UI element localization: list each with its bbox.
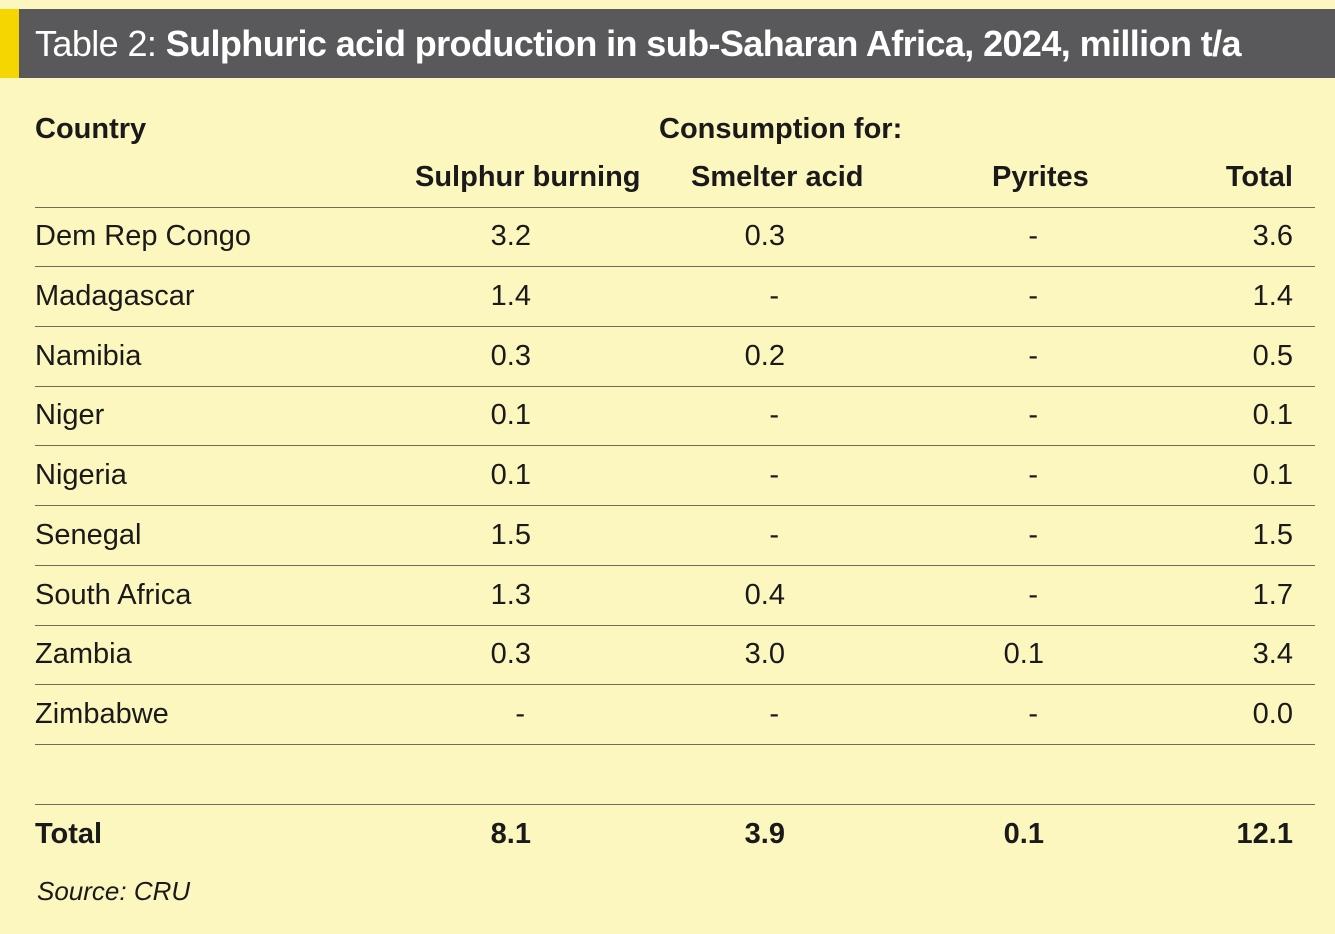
source-note: Source: CRU — [37, 876, 191, 906]
cell-pyrites: - — [1028, 280, 1038, 312]
header-sulphur-burning: Sulphur burning — [415, 161, 641, 193]
cell-smelter-acid: 0.2 — [744, 340, 785, 372]
cell-sulphur-burning: 0.1 — [490, 459, 531, 491]
cell-country: Nigeria — [35, 459, 127, 491]
cell-pyrites: - — [1028, 220, 1038, 252]
cell-sulphur-burning: - — [515, 698, 525, 730]
cell-total: 1.7 — [1252, 579, 1293, 611]
cell-total: 0.1 — [1252, 459, 1293, 491]
header-rule — [35, 207, 1315, 208]
row-rule — [35, 445, 1315, 446]
total-total: 12.1 — [1236, 818, 1293, 850]
total-rule — [35, 804, 1315, 805]
total-smelter-acid: 3.9 — [744, 818, 785, 850]
cell-country: Senegal — [35, 519, 142, 551]
cell-country: Dem Rep Congo — [35, 220, 251, 252]
cell-country: Zimbabwe — [35, 698, 169, 730]
header-total: Total — [1225, 161, 1293, 193]
cell-sulphur-burning: 1.4 — [490, 280, 531, 312]
cell-country: South Africa — [35, 579, 192, 611]
cell-smelter-acid: 3.0 — [744, 638, 785, 670]
cell-total: 0.0 — [1252, 698, 1293, 730]
cell-sulphur-burning: 0.3 — [490, 340, 531, 372]
row-rule — [35, 625, 1315, 626]
cell-pyrites: - — [1028, 579, 1038, 611]
cell-smelter-acid: 0.4 — [744, 579, 785, 611]
row-rule — [35, 266, 1315, 267]
cell-pyrites: 0.1 — [1003, 638, 1044, 670]
cell-sulphur-burning: 3.2 — [490, 220, 531, 252]
cell-smelter-acid: - — [769, 280, 779, 312]
row-rule — [35, 565, 1315, 566]
header-pyrites: Pyrites — [992, 161, 1089, 193]
cell-sulphur-burning: 0.3 — [490, 638, 531, 670]
cell-smelter-acid: - — [769, 459, 779, 491]
cell-pyrites: - — [1028, 340, 1038, 372]
cell-total: 1.4 — [1252, 280, 1293, 312]
row-rule — [35, 684, 1315, 685]
title-accent-stripe — [0, 9, 19, 78]
cell-country: Niger — [35, 399, 105, 431]
cell-country: Zambia — [35, 638, 132, 670]
header-consumption-group: Consumption for: — [659, 113, 903, 145]
cell-pyrites: - — [1028, 519, 1038, 551]
cell-sulphur-burning: 1.3 — [490, 579, 531, 611]
row-rule — [35, 386, 1315, 387]
cell-total: 0.1 — [1252, 399, 1293, 431]
cell-total: 3.4 — [1252, 638, 1293, 670]
cell-smelter-acid: - — [769, 519, 779, 551]
cell-sulphur-burning: 0.1 — [490, 399, 531, 431]
cell-pyrites: - — [1028, 399, 1038, 431]
cell-sulphur-burning: 1.5 — [490, 519, 531, 551]
cell-country: Madagascar — [35, 280, 195, 312]
total-label: Total — [35, 818, 103, 850]
cell-total: 3.6 — [1252, 220, 1293, 252]
table-number: Table 2: — [35, 23, 166, 64]
cell-total: 0.5 — [1252, 340, 1293, 372]
table-caption: Sulphuric acid production in sub-Saharan… — [165, 23, 1242, 64]
table-title: Table 2: Sulphuric acid production in su… — [35, 9, 1242, 78]
cell-smelter-acid: - — [769, 399, 779, 431]
cell-pyrites: - — [1028, 459, 1038, 491]
cell-country: Namibia — [35, 340, 142, 372]
cell-total: 1.5 — [1252, 519, 1293, 551]
cell-smelter-acid: 0.3 — [744, 220, 785, 252]
cell-smelter-acid: - — [769, 698, 779, 730]
title-bar: Table 2: Sulphuric acid production in su… — [0, 9, 1335, 78]
total-pyrites: 0.1 — [1003, 818, 1044, 850]
row-rule — [35, 744, 1315, 745]
header-smelter-acid: Smelter acid — [691, 161, 864, 193]
cell-pyrites: - — [1028, 698, 1038, 730]
row-rule — [35, 326, 1315, 327]
header-country: Country — [35, 113, 147, 145]
row-rule — [35, 505, 1315, 506]
total-sulphur-burning: 8.1 — [490, 818, 531, 850]
